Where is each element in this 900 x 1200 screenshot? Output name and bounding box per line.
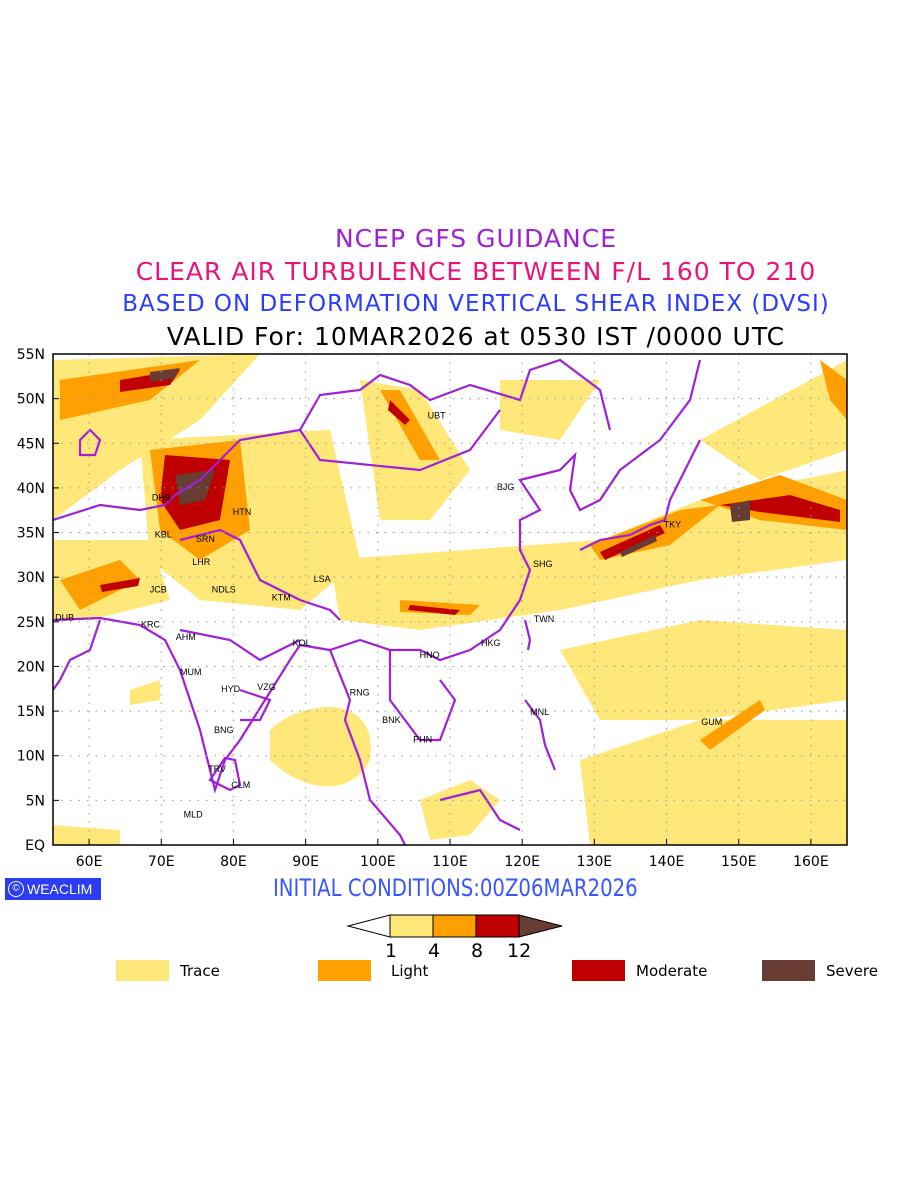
- lon-tick-label: 110E: [432, 854, 468, 870]
- title-dvsi: BASED ON DEFORMATION VERTICAL SHEAR INDE…: [122, 291, 830, 317]
- lon-tick-label: 90E: [292, 854, 319, 870]
- legend-label-light: Light: [391, 962, 429, 980]
- city-label-gum: GUM: [701, 717, 722, 727]
- gridlines: [53, 354, 847, 845]
- city-label-dhb: DHB: [152, 493, 171, 503]
- lon-tick-label: 100E: [360, 854, 396, 870]
- copyright-icon: ©: [8, 881, 24, 897]
- city-label-trv: TRV: [208, 764, 226, 774]
- city-label-lhr: LHR: [192, 557, 211, 567]
- city-label-jcb: JCB: [150, 585, 167, 595]
- lat-tick-label: 10N: [17, 749, 45, 765]
- initial-conditions: INITIAL CONDITIONS:00Z06MAR2026: [273, 874, 638, 902]
- city-label-rng: RNG: [350, 687, 370, 697]
- city-label-bjg: BJG: [497, 482, 515, 492]
- city-label-dub: DUB: [55, 612, 74, 622]
- turbulence-shading: [53, 354, 847, 845]
- city-label-clm: CLM: [231, 780, 250, 790]
- city-label-krc: KRC: [141, 619, 161, 629]
- lon-tick-label: 80E: [220, 854, 247, 870]
- lat-tick-label: 20N: [17, 659, 45, 675]
- city-label-mld: MLD: [184, 810, 204, 820]
- colorbar-trace: [389, 914, 434, 938]
- city-label-kbl: KBL: [155, 529, 172, 539]
- lon-tick-label: 160E: [793, 854, 829, 870]
- lon-tick-label: 150E: [721, 854, 757, 870]
- city-label-mum: MUM: [180, 667, 202, 677]
- city-label-bng: BNG: [214, 725, 234, 735]
- legend-label-severe: Severe: [826, 962, 878, 980]
- city-label-srn: SRN: [196, 534, 215, 544]
- lon-tick-label: 60E: [76, 854, 103, 870]
- coastlines-borders: [53, 358, 702, 845]
- weaclim-logo: © WEACLIM: [5, 878, 101, 900]
- city-label-hno: HNO: [420, 650, 440, 660]
- lat-tick-label: 45N: [17, 436, 45, 452]
- colorbar-severe-arrow: [518, 914, 563, 938]
- lon-tick-label: 130E: [577, 854, 613, 870]
- city-label-twn: TWN: [534, 614, 555, 624]
- legend-swatch-light: [318, 960, 371, 981]
- legend-label-trace: Trace: [180, 962, 220, 980]
- lat-tick-label: 50N: [17, 392, 45, 408]
- city-label-tky: TKY: [664, 520, 682, 530]
- title-cat: CLEAR AIR TURBULENCE BETWEEN F/L 160 TO …: [135, 257, 817, 286]
- city-label-lsa: LSA: [314, 574, 331, 584]
- city-label-ubt: UBT: [428, 411, 447, 421]
- lat-tick-label: 40N: [17, 481, 45, 497]
- colorbar: [346, 914, 563, 938]
- city-label-shg: SHG: [533, 559, 553, 569]
- city-label-bnk: BNK: [382, 715, 401, 725]
- legend-swatch-moderate: [572, 960, 625, 981]
- lat-tick-label: 30N: [17, 570, 45, 586]
- city-label-ahm: AHM: [176, 632, 196, 642]
- title-guidance: NCEP GFS GUIDANCE: [334, 224, 617, 253]
- legend-swatch-severe: [762, 960, 815, 981]
- title-valid-time: VALID For: 10MAR2026 at 0530 IST /0000 U…: [166, 322, 786, 351]
- city-label-hyd: HYD: [221, 684, 241, 694]
- colorbar-label: 8: [471, 940, 484, 962]
- lat-tick-label: EQ: [25, 838, 45, 854]
- logo-text: WEACLIM: [27, 881, 93, 897]
- colorbar-light: [432, 914, 477, 938]
- turbulence-map: 60E 70E 80E 90E 100E 110E 120E 130E 140E 150E 160E…: [17, 347, 848, 870]
- colorbar-moderate: [475, 914, 520, 938]
- colorbar-below-arrow: [346, 914, 391, 938]
- lat-tick-label: 25N: [17, 615, 45, 631]
- legend-swatch-trace: [116, 960, 169, 981]
- city-label-ktm: KTM: [272, 593, 291, 603]
- lat-tick-label: 5N: [26, 793, 45, 809]
- legend-label-moderate: Moderate: [636, 962, 708, 980]
- city-label-htn: HTN: [233, 507, 252, 517]
- city-label-hkg: HKG: [481, 638, 501, 648]
- colorbar-label: 4: [428, 940, 441, 962]
- lon-tick-label: 70E: [148, 854, 175, 870]
- lat-tick-label: 15N: [17, 704, 45, 720]
- lon-tick-label: 140E: [649, 854, 685, 870]
- colorbar-label: 1: [385, 940, 398, 962]
- city-label-kol: KOL: [293, 638, 311, 648]
- lat-tick-label: 35N: [17, 526, 45, 542]
- lon-tick-label: 120E: [504, 854, 540, 870]
- colorbar-label: 12: [507, 940, 532, 962]
- city-label-ndls: NDLS: [212, 585, 236, 595]
- lat-tick-label: 55N: [17, 347, 45, 363]
- city-label-mnl: MNL: [530, 707, 549, 717]
- city-label-phn: PHN: [413, 735, 432, 745]
- city-label-vzg: VZG: [257, 682, 276, 692]
